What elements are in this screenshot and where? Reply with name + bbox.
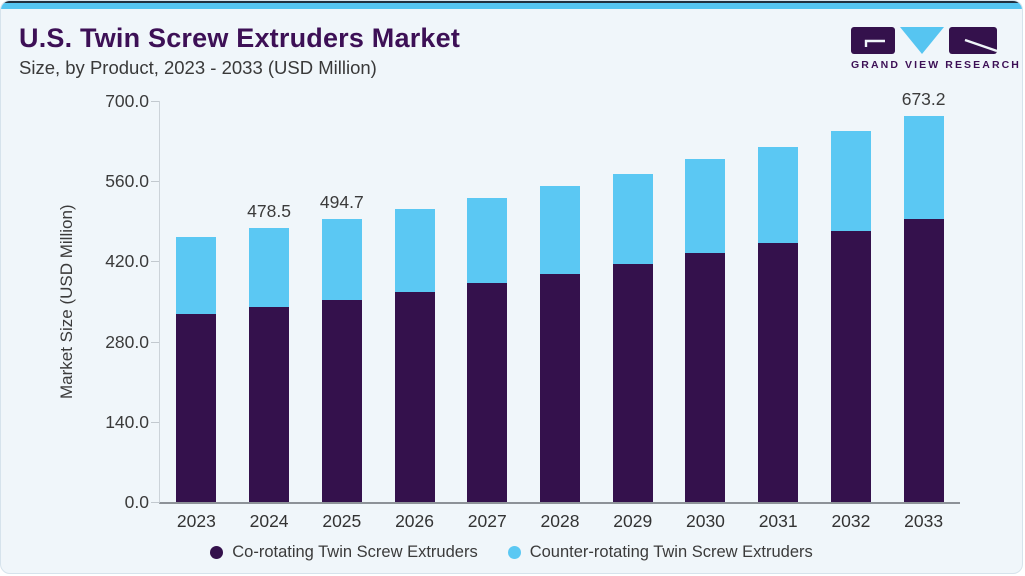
bar-2031 — [758, 146, 799, 502]
chart-subtitle: Size, by Product, 2023 - 2033 (USD Milli… — [19, 57, 377, 78]
x-tick-label: 2032 — [831, 511, 871, 531]
window-top-edge — [1, 1, 1022, 3]
bar-segment-co-rotating — [612, 264, 653, 502]
bar-segment-co-rotating — [830, 231, 871, 502]
bar-segment-counter-rotating — [612, 173, 653, 265]
bar-segment-co-rotating — [176, 314, 217, 502]
logo-wordmark: GRAND VIEW RESEARCH — [851, 59, 1021, 71]
chart-legend: Co-rotating Twin Screw Extruders Counter… — [1, 543, 1022, 562]
y-tick-mark — [151, 101, 159, 102]
bar-total-label: 673.2 — [901, 89, 946, 110]
x-tick-label: 2025 — [322, 511, 362, 531]
bar-segment-co-rotating — [321, 299, 362, 502]
x-tick-label: 2030 — [685, 511, 725, 531]
bar-segment-counter-rotating — [176, 237, 217, 315]
bar-2028 — [540, 186, 580, 502]
y-tick-label: 700.0 — [105, 91, 149, 111]
x-tick-label: 2027 — [467, 511, 507, 531]
bar-2027 — [467, 197, 508, 502]
bar-segment-counter-rotating — [394, 208, 435, 293]
y-tick-label: 140.0 — [105, 411, 149, 432]
bar-2033 — [903, 116, 944, 502]
counter-rotating-dot-icon — [507, 546, 521, 559]
legend-label: Co-rotating Twin Screw Extruders — [232, 543, 478, 561]
bar-segment-counter-rotating — [467, 197, 508, 284]
grand-view-research-logo: GRAND VIEW RESEARCH — [851, 27, 1021, 71]
x-tick-label: 2033 — [904, 511, 944, 531]
x-tick-label: 2031 — [758, 511, 798, 531]
bar-segment-co-rotating — [467, 283, 508, 502]
bar-2032 — [830, 131, 871, 502]
legend-label: Counter-rotating Twin Screw Extruders — [529, 543, 813, 561]
bar-segment-counter-rotating — [830, 131, 871, 232]
bar-segment-co-rotating — [758, 243, 799, 502]
bar-total-label: 494.7 — [319, 191, 364, 212]
x-tick-label: 2029 — [613, 511, 653, 531]
page-title: U.S. Twin Screw Extruders Market — [19, 23, 461, 53]
y-tick-mark — [151, 261, 159, 263]
gvr-logo-icon — [851, 27, 997, 54]
bar-segment-co-rotating — [685, 252, 726, 502]
y-tick-mark — [151, 341, 159, 343]
stacked-bar-plot-area: 0.0 140.0 280.0 420.0 560.0 700.0 2023 2024 478.… — [105, 89, 960, 531]
y-tick-label: 420.0 — [105, 251, 149, 272]
y-tick-label: 0.0 — [124, 492, 149, 512]
bar-2030 — [685, 158, 726, 502]
bar-segment-co-rotating — [903, 218, 944, 502]
bar-segment-co-rotating — [540, 274, 580, 502]
top-accent-bar — [1, 3, 1022, 9]
legend-item-co-rotating: Co-rotating Twin Screw Extruders — [210, 543, 478, 562]
y-tick-label: 280.0 — [105, 331, 149, 352]
bar-segment-counter-rotating — [903, 116, 944, 219]
bar-segment-co-rotating — [249, 307, 290, 502]
x-tick-label: 2026 — [395, 511, 434, 531]
bar-2025 — [321, 218, 362, 502]
y-tick-mark — [151, 181, 159, 183]
bar-segment-co-rotating — [394, 292, 435, 502]
bar-segment-counter-rotating — [540, 186, 580, 275]
co-rotating-dot-icon — [210, 546, 224, 559]
x-tick-label: 2028 — [540, 511, 580, 531]
x-tick-label: 2023 — [176, 511, 216, 531]
legend-item-counter-rotating: Counter-rotating Twin Screw Extruders — [507, 543, 813, 562]
y-axis-title: Market Size (USD Million) — [57, 204, 76, 399]
bar-2024 — [249, 227, 290, 502]
y-tick-label: 560.0 — [105, 171, 149, 192]
bar-segment-counter-rotating — [321, 218, 362, 300]
y-tick-mark — [151, 502, 159, 503]
bar-total-label: 478.5 — [247, 200, 291, 221]
bar-segment-counter-rotating — [249, 227, 290, 308]
bar-segment-counter-rotating — [758, 146, 799, 244]
bar-2023 — [176, 237, 217, 502]
x-tick-label: 2024 — [249, 511, 289, 531]
bar-segment-counter-rotating — [685, 158, 726, 253]
y-tick-mark — [151, 421, 159, 423]
bar-2029 — [612, 173, 653, 502]
bar-2026 — [394, 208, 435, 502]
